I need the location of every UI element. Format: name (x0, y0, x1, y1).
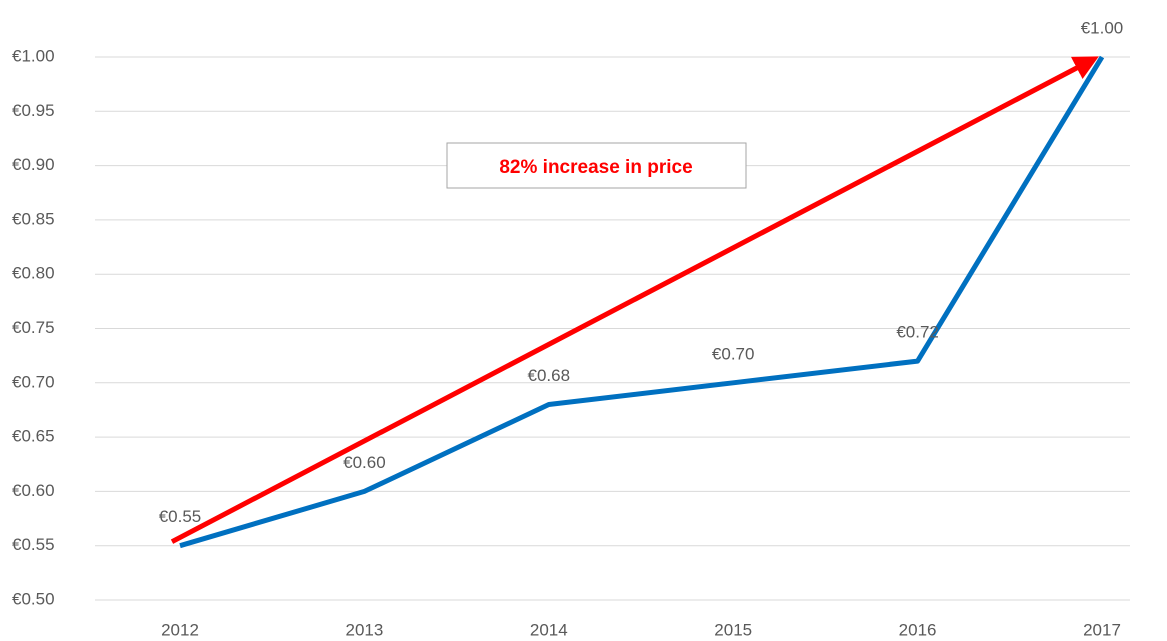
y-tick-label: €0.50 (12, 589, 55, 608)
annotation-box (446, 142, 747, 189)
data-label: €0.55 (159, 507, 202, 526)
annotation-arrow (170, 56, 1099, 544)
x-tick-label: 2015 (714, 620, 752, 639)
data-label: €0.60 (343, 453, 386, 472)
series (179, 55, 1105, 549)
x-tick-label: 2017 (1083, 620, 1121, 639)
y-tick-label: €0.80 (12, 264, 55, 283)
arrow-line (170, 56, 1099, 544)
x-tick-label: 2012 (161, 620, 199, 639)
y-tick-label: €0.85 (12, 209, 55, 228)
y-tick-label: €0.55 (12, 535, 55, 554)
grid (95, 56, 1130, 601)
x-tick-label: 2016 (899, 620, 937, 639)
data-label: €0.68 (528, 366, 571, 385)
data-label: €0.72 (896, 323, 939, 342)
y-tick-label: €0.65 (12, 427, 55, 446)
y-tick-label: €0.60 (12, 481, 55, 500)
x-tick-label: 2013 (345, 620, 383, 639)
y-tick-label: €0.75 (12, 318, 55, 337)
y-tick-label: €0.95 (12, 101, 55, 120)
data-label: €1.00 (1081, 18, 1124, 37)
x-tick-label: 2014 (530, 620, 568, 639)
data-line (179, 55, 1105, 549)
y-tick-label: €0.70 (12, 372, 55, 391)
y-tick-label: €0.90 (12, 155, 55, 174)
data-label: €0.70 (712, 344, 755, 363)
annotation-text: 82% increase in price (499, 157, 692, 178)
y-tick-label: €1.00 (12, 46, 55, 65)
